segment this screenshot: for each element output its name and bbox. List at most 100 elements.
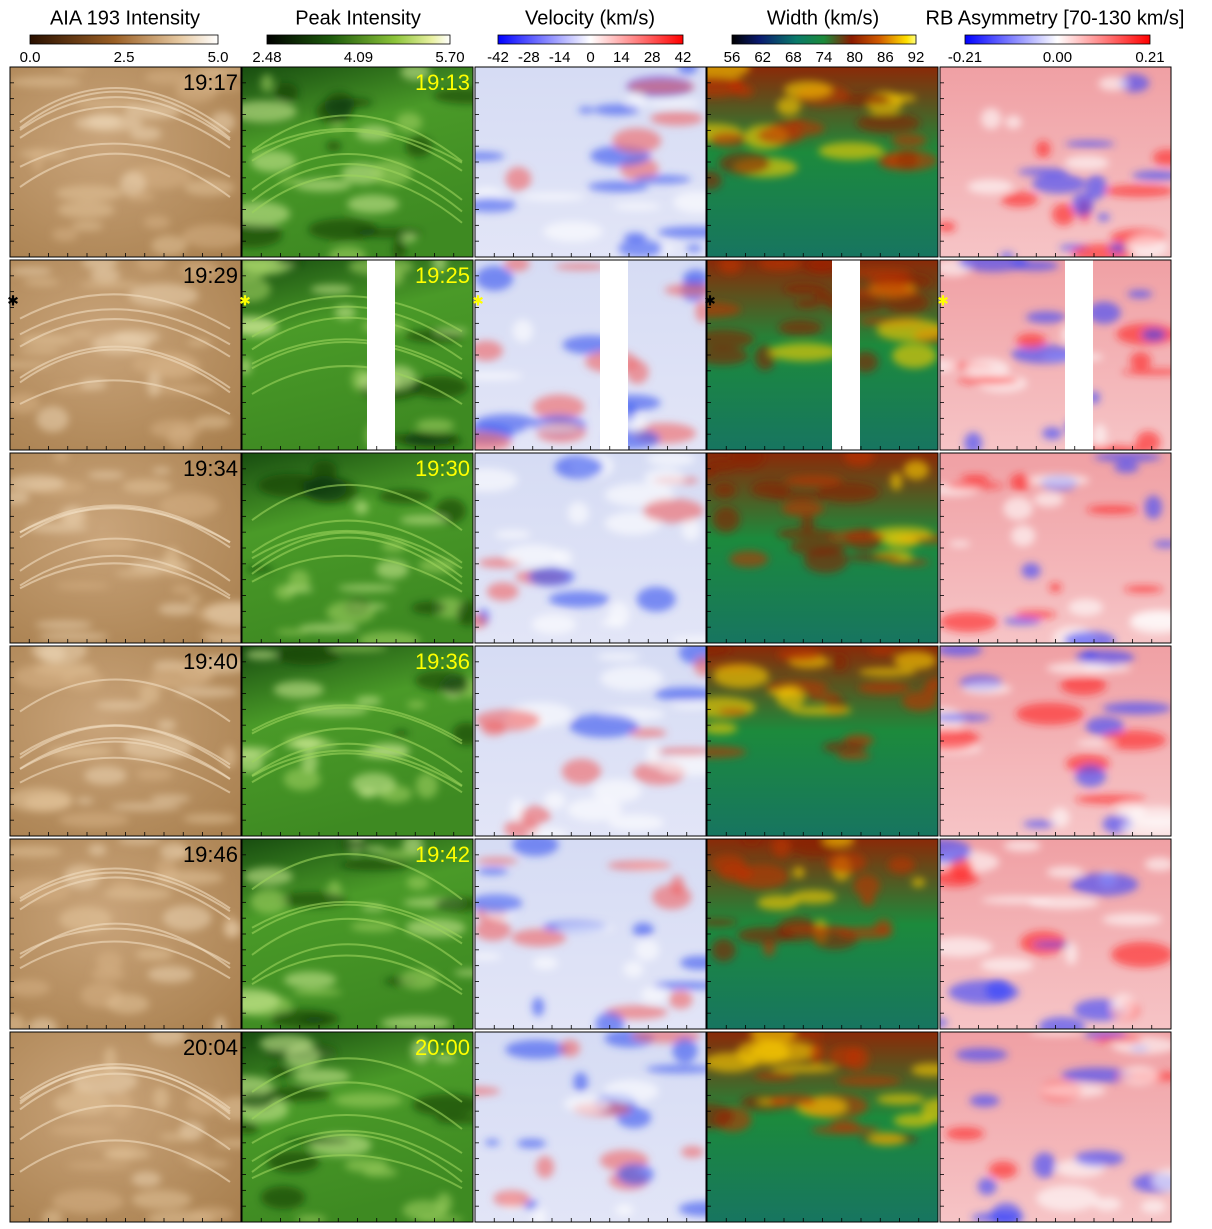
texture-blob xyxy=(36,406,69,433)
texture-blob xyxy=(135,948,174,961)
aia-time: 19:17 xyxy=(183,70,238,95)
image-panel xyxy=(9,1031,242,1223)
loop-strand xyxy=(251,114,463,163)
texture-blob xyxy=(657,226,706,239)
loop-strand xyxy=(19,562,231,600)
data-gap xyxy=(832,260,860,450)
texture-blob xyxy=(505,166,532,191)
texture-blob xyxy=(809,1041,825,1066)
panel-content xyxy=(242,1032,473,1222)
texture-blob xyxy=(204,601,241,626)
texture-blob xyxy=(768,343,841,362)
texture-blob xyxy=(617,239,663,257)
texture-blob xyxy=(159,842,189,860)
texture-blob xyxy=(1116,803,1146,818)
texture-blob xyxy=(801,513,814,533)
texture-blob xyxy=(1085,716,1125,737)
texture-blob xyxy=(284,741,340,750)
texture-blob xyxy=(66,1162,132,1170)
texture-blob xyxy=(131,1190,192,1210)
texture-blob xyxy=(741,839,762,844)
texture-blob xyxy=(57,201,115,219)
texture-blob xyxy=(392,238,407,257)
texture-blob xyxy=(612,128,662,154)
texture-blob xyxy=(543,791,566,810)
panel-content xyxy=(10,646,241,836)
texture-blob xyxy=(940,611,998,633)
texture-blob xyxy=(654,747,706,756)
texture xyxy=(945,1032,1171,1222)
eis-time: 20:00 xyxy=(415,1035,470,1060)
panel-content xyxy=(940,646,1171,836)
texture-blob xyxy=(1118,74,1150,93)
panel-content xyxy=(707,453,938,643)
texture-blob xyxy=(892,343,937,369)
texture-blob xyxy=(783,283,825,295)
image-panel xyxy=(9,838,242,1030)
texture-blob xyxy=(980,108,1002,130)
texture-blob xyxy=(710,131,747,147)
texture-blob xyxy=(771,839,791,858)
texture-blob xyxy=(1082,650,1097,659)
texture-blob xyxy=(494,530,531,539)
loop-strand xyxy=(19,1139,231,1183)
texture-blob xyxy=(94,700,149,710)
panel-content xyxy=(242,260,473,450)
loop-strand xyxy=(251,153,463,201)
texture-blob xyxy=(1061,1067,1134,1084)
texture-blob xyxy=(1051,203,1076,226)
texture-blob xyxy=(1086,505,1138,515)
texture-blob xyxy=(839,93,895,106)
texture-blob xyxy=(603,1079,659,1103)
texture-blob xyxy=(477,867,509,875)
texture-blob xyxy=(115,569,164,578)
texture-blob xyxy=(1135,430,1161,450)
texture-blob xyxy=(157,719,177,731)
panel-content xyxy=(475,839,706,1029)
texture-blob xyxy=(1005,115,1022,129)
texture-blob xyxy=(1039,1083,1107,1098)
texture-blob xyxy=(242,276,271,302)
loop-strand xyxy=(19,308,231,346)
image-panel xyxy=(939,452,1172,644)
texture-blob xyxy=(776,96,801,116)
colorbar-tick-label: 0 xyxy=(586,49,594,66)
texture-blob xyxy=(977,1177,997,1196)
panel-content xyxy=(707,260,938,450)
texture-blob xyxy=(354,500,369,515)
texture-blob xyxy=(707,346,749,365)
texture-blob xyxy=(1063,631,1116,643)
texture-blob xyxy=(1113,461,1139,473)
texture-blob xyxy=(433,1053,457,1063)
texture-blob xyxy=(475,197,516,213)
texture-blob xyxy=(243,867,293,886)
texture-blob xyxy=(711,938,736,962)
texture-blob xyxy=(273,681,324,699)
loop-strand xyxy=(251,727,463,774)
texture-blob xyxy=(1010,525,1036,547)
colorbar xyxy=(731,34,917,45)
texture-blob xyxy=(245,649,278,660)
texture-blob xyxy=(832,653,847,671)
texture-blob xyxy=(717,708,749,716)
colorbar xyxy=(964,34,1151,45)
loop-strand xyxy=(251,365,463,405)
texture-blob xyxy=(264,1086,331,1102)
texture-blob xyxy=(412,1093,473,1117)
texture-blob xyxy=(1021,562,1041,579)
texture-blob xyxy=(326,600,375,624)
texture-blob xyxy=(890,472,903,491)
loop-strand xyxy=(251,1154,463,1190)
texture-blob xyxy=(531,1207,547,1222)
texture-blob xyxy=(362,1167,398,1178)
image-panel xyxy=(474,645,707,837)
texture-blob xyxy=(843,453,875,467)
loop-strand xyxy=(251,1114,463,1154)
texture-blob xyxy=(646,743,661,767)
texture-blob xyxy=(707,1052,758,1073)
texture-blob xyxy=(1140,1199,1166,1214)
image-panel: ✱ xyxy=(239,259,474,451)
texture-blob xyxy=(179,1153,206,1161)
loop-strand xyxy=(19,96,231,141)
texture-blob xyxy=(171,584,194,595)
